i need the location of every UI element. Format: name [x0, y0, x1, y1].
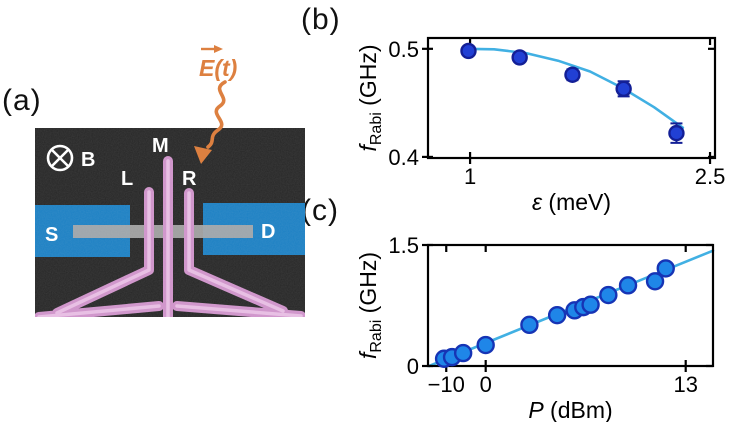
y-tick-label: 0 [407, 354, 419, 379]
gate-m-label: M [152, 135, 169, 157]
sem-image: B L M R S D [35, 128, 305, 317]
drain-label: D [261, 221, 275, 243]
fit-line [463, 47, 685, 130]
x-tick-label: 1 [464, 164, 476, 189]
panel-a-label: (a) [2, 84, 42, 117]
data-point [547, 305, 567, 325]
x-axis-label: P (dBm) [528, 397, 612, 422]
data-point [520, 315, 539, 335]
b-field-label: B [81, 149, 95, 171]
panel-c-label: (c) [301, 194, 339, 227]
data-point [511, 49, 528, 66]
data-point [668, 124, 685, 142]
x-tick-label: −10 [428, 372, 465, 397]
data-point [460, 42, 477, 60]
y-tick-label: 0.5 [388, 37, 419, 62]
e-field-label: E(t) [199, 55, 237, 81]
gate-r-label: R [182, 168, 197, 190]
data-point [476, 335, 495, 355]
x-tick-label: 0 [480, 372, 492, 397]
data-point [618, 276, 638, 295]
y-tick-label: 0.4 [388, 145, 419, 170]
sem-noise-texture [35, 128, 305, 317]
x-tick-label: 2.5 [695, 164, 726, 189]
arrowhead-icon [194, 146, 212, 164]
source-label: S [45, 224, 58, 246]
x-tick-label: 13 [673, 372, 697, 397]
panel-b-label: (b) [301, 3, 341, 36]
vector-arrow-icon [201, 45, 223, 53]
data-point [615, 80, 632, 98]
data-point [564, 66, 581, 83]
x-axis-label: ε (meV) [532, 189, 611, 215]
e-field-drive: E(t) [194, 45, 237, 164]
gate-l-label: L [121, 168, 133, 190]
wavy-arrow [206, 80, 227, 149]
y-tick-label: 1.5 [388, 233, 419, 258]
y-axis-label: fRabi (GHz) [355, 252, 385, 359]
b-field-icon [46, 144, 74, 172]
data-point [645, 272, 665, 291]
data-point [656, 259, 675, 278]
data-point [581, 295, 600, 314]
plot-box [426, 36, 717, 160]
y-axis-label: fRabi (GHz) [355, 44, 385, 151]
data-point [599, 285, 618, 305]
plot-box [426, 243, 715, 368]
data-point [453, 343, 473, 363]
